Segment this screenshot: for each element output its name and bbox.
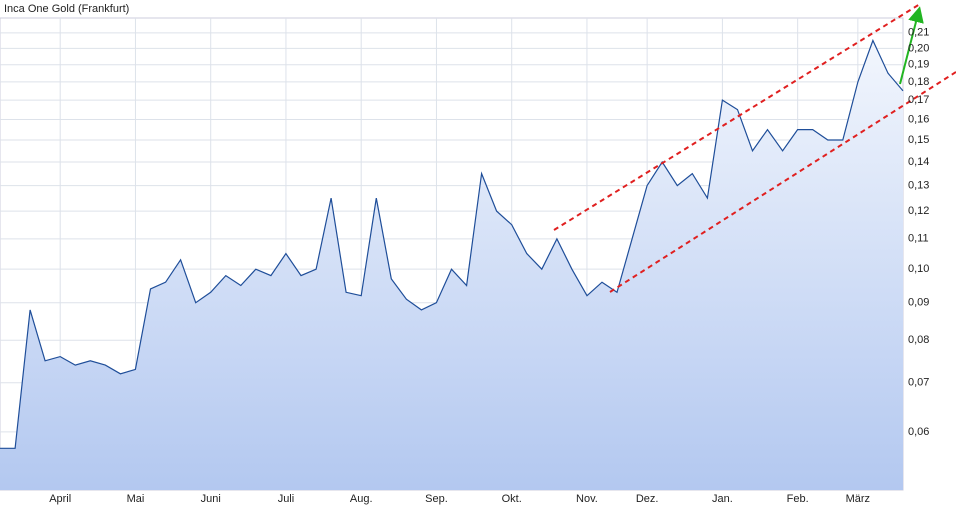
x-tick-label: Juni [201, 493, 221, 505]
chart-title: Inca One Gold (Frankfurt) [4, 3, 129, 15]
y-tick-label: 0,12 [908, 205, 929, 217]
y-tick-label: 0,10 [908, 263, 929, 275]
y-tick-label: 0,07 [908, 377, 929, 389]
price-line [0, 38, 904, 449]
area [0, 40, 903, 490]
x-tick-label: Feb. [787, 493, 809, 505]
y-tick-label: 0,15 [908, 134, 929, 146]
y-tick-label: 0,17 [908, 94, 929, 106]
y-tick-label: 0,14 [908, 156, 929, 168]
y-tick-label: 0,09 [908, 297, 929, 309]
up-arrow [899, 6, 924, 85]
y-tick-label: 0,13 [908, 180, 929, 192]
x-tick-label: Jan. [712, 493, 733, 505]
x-tick-label: Mai [127, 493, 145, 505]
y-tick-label: 0,19 [908, 59, 929, 71]
y-tick-label: 0,21 [908, 27, 929, 39]
x-tick-label: April [49, 493, 71, 505]
x-tick-label: Okt. [502, 493, 522, 505]
x-tick-label: Sep. [425, 493, 448, 505]
y-tick-label: 0,06 [908, 426, 929, 438]
x-tick-label: Aug. [350, 493, 373, 505]
x-tick-label: Nov. [576, 493, 598, 505]
y-tick-label: 0,18 [908, 76, 929, 88]
y-tick-label: 0,11 [908, 233, 929, 245]
y-tick-label: 0,08 [908, 334, 929, 346]
y-tick-label: 0,16 [908, 113, 929, 125]
y-tick-label: 0,20 [908, 42, 929, 54]
x-tick-label: Juli [278, 493, 295, 505]
x-tick-label: März [846, 493, 870, 505]
x-tick-label: Dez. [636, 493, 659, 505]
